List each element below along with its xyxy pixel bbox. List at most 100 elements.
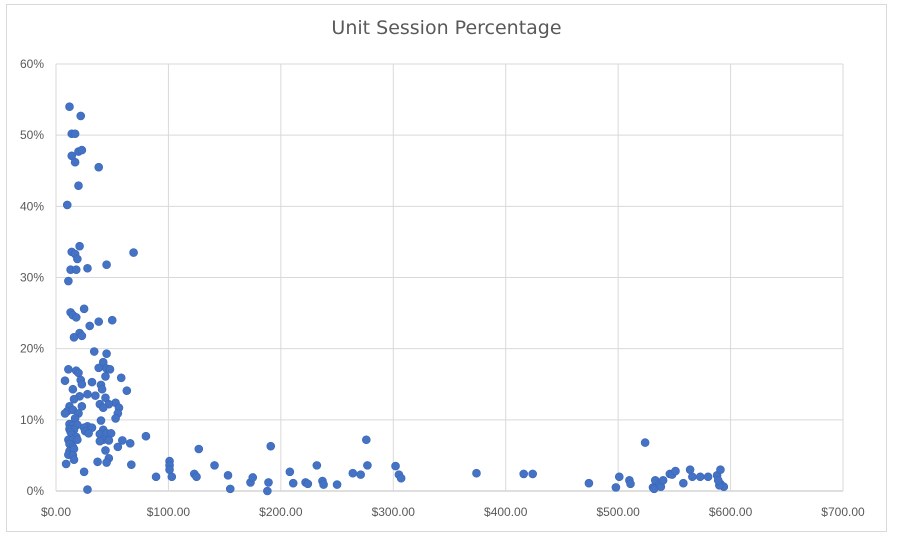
x-tick-label: $0.00 bbox=[41, 505, 71, 519]
data-point bbox=[94, 363, 104, 373]
x-tick-label: $700.00 bbox=[821, 505, 865, 519]
data-point bbox=[151, 472, 161, 482]
data-point bbox=[83, 263, 92, 273]
data-point bbox=[703, 472, 713, 482]
y-tick-label: 40% bbox=[20, 199, 44, 213]
x-tick-label: $500.00 bbox=[596, 505, 640, 519]
data-point bbox=[716, 465, 725, 474]
data-point bbox=[348, 468, 358, 478]
data-point bbox=[71, 265, 81, 274]
data-point bbox=[472, 468, 481, 478]
data-point bbox=[83, 485, 92, 494]
data-point bbox=[93, 457, 102, 467]
data-point bbox=[611, 483, 621, 492]
data-point bbox=[68, 384, 78, 394]
data-point bbox=[122, 386, 132, 395]
data-point bbox=[79, 304, 89, 314]
data-point bbox=[285, 467, 295, 477]
y-tick-label: 50% bbox=[20, 128, 44, 142]
data-point bbox=[263, 486, 272, 496]
data-point bbox=[129, 248, 138, 257]
data-point bbox=[102, 260, 111, 269]
chart-title: Unit Session Percentage bbox=[331, 17, 562, 39]
data-point bbox=[77, 379, 87, 389]
data-point bbox=[64, 365, 73, 374]
data-point bbox=[519, 469, 529, 479]
data-point bbox=[69, 332, 79, 342]
x-tick-label: $600.00 bbox=[709, 505, 753, 519]
data-point bbox=[167, 472, 177, 482]
data-point bbox=[69, 455, 79, 464]
data-point bbox=[102, 349, 111, 358]
data-point bbox=[695, 472, 705, 482]
data-point bbox=[95, 436, 105, 446]
data-point bbox=[312, 461, 322, 470]
data-point bbox=[87, 377, 97, 387]
data-point bbox=[332, 480, 342, 489]
data-point bbox=[125, 439, 135, 448]
data-point bbox=[85, 321, 95, 331]
data-point bbox=[91, 391, 100, 400]
data-point bbox=[75, 241, 84, 251]
data-point bbox=[71, 313, 81, 322]
data-point bbox=[94, 317, 104, 326]
data-point bbox=[685, 465, 695, 474]
data-point bbox=[194, 444, 204, 454]
data-point bbox=[192, 472, 201, 482]
data-point bbox=[141, 431, 151, 441]
data-point bbox=[658, 476, 668, 485]
data-point bbox=[77, 145, 87, 155]
data-point bbox=[111, 414, 120, 423]
data-point bbox=[319, 480, 328, 489]
data-point bbox=[362, 435, 371, 445]
data-point bbox=[165, 465, 174, 474]
data-point bbox=[96, 416, 106, 425]
data-point bbox=[266, 441, 276, 451]
data-point bbox=[584, 478, 594, 488]
data-point bbox=[77, 331, 87, 341]
data-point bbox=[303, 479, 313, 489]
data-point bbox=[713, 476, 723, 485]
data-point bbox=[671, 466, 680, 476]
gridlines bbox=[55, 63, 844, 492]
data-point bbox=[76, 111, 86, 121]
y-tick-label: 30% bbox=[20, 271, 44, 285]
y-axis-ticks: 0% 10% 20% 30% 40% 50% 60% bbox=[20, 57, 44, 498]
x-axis-ticks: $0.00 $100.00 $200.00 $300.00 $400.00 $500.00… bbox=[41, 505, 865, 519]
data-point bbox=[83, 389, 92, 399]
data-point bbox=[116, 373, 126, 383]
y-tick-label: 10% bbox=[20, 413, 44, 427]
data-point bbox=[210, 461, 219, 470]
data-point bbox=[626, 479, 635, 489]
data-point bbox=[105, 365, 115, 374]
data-point bbox=[101, 446, 110, 455]
data-point bbox=[102, 458, 111, 467]
x-tick-label: $400.00 bbox=[484, 505, 528, 519]
x-tick-label: $300.00 bbox=[372, 505, 416, 519]
data-point bbox=[107, 315, 117, 325]
data-point bbox=[69, 394, 79, 404]
chart-frame bbox=[6, 4, 887, 532]
data-point bbox=[391, 461, 400, 471]
x-tick-label: $200.00 bbox=[259, 505, 303, 519]
data-point bbox=[104, 436, 114, 445]
data-point bbox=[62, 200, 72, 210]
data-point bbox=[223, 471, 233, 480]
data-point bbox=[61, 459, 71, 469]
data-point bbox=[127, 460, 136, 469]
data-point bbox=[528, 469, 537, 479]
data-point bbox=[89, 347, 99, 356]
y-tick-label: 60% bbox=[20, 57, 44, 71]
data-point bbox=[679, 478, 688, 488]
data-point bbox=[98, 403, 108, 413]
data-point bbox=[64, 276, 73, 286]
data-point bbox=[79, 467, 89, 477]
data-point bbox=[363, 461, 372, 470]
x-tick-label: $100.00 bbox=[147, 505, 191, 519]
data-point bbox=[60, 376, 70, 385]
data-point bbox=[118, 436, 127, 445]
data-point bbox=[688, 472, 697, 482]
data-point bbox=[113, 442, 123, 452]
data-point bbox=[106, 429, 116, 438]
